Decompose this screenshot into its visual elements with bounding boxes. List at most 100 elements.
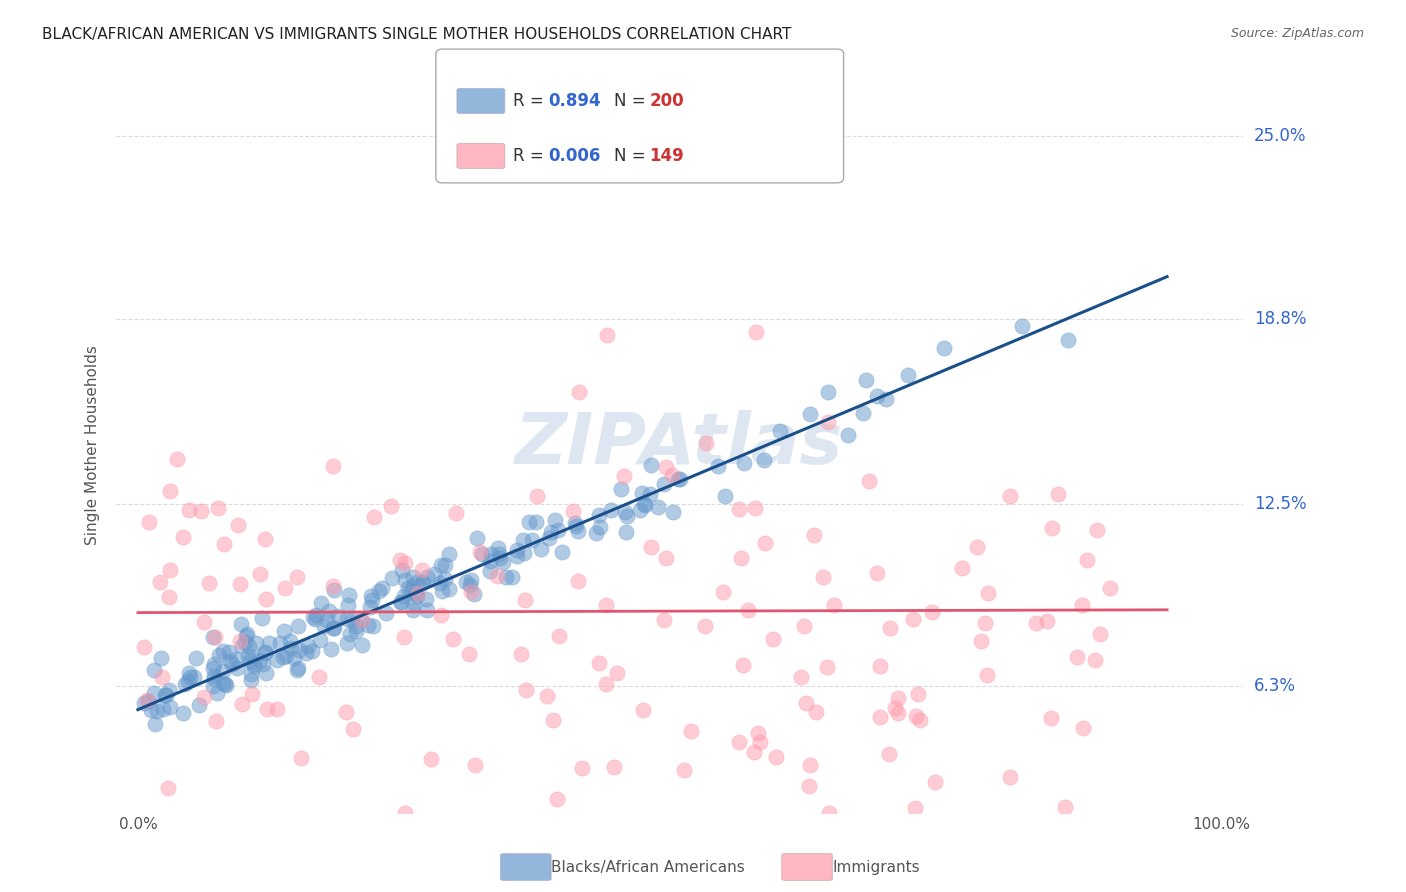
Text: 200: 200	[650, 92, 685, 110]
Point	[402, 596, 425, 610]
Point	[231, 698, 253, 712]
Point	[190, 504, 212, 518]
Point	[1053, 800, 1076, 814]
Point	[536, 689, 558, 703]
Point	[342, 723, 364, 737]
Point	[903, 801, 925, 815]
Point	[463, 587, 485, 601]
Point	[249, 567, 271, 582]
Point	[471, 547, 494, 561]
Point	[762, 632, 785, 647]
Point	[551, 545, 574, 559]
Point	[672, 763, 695, 777]
Point	[142, 686, 165, 700]
Point	[143, 663, 166, 677]
Point	[243, 657, 266, 671]
Point	[630, 503, 652, 517]
Point	[389, 595, 412, 609]
Point	[879, 622, 901, 636]
Point	[631, 486, 654, 500]
Point	[335, 706, 357, 720]
Point	[172, 530, 194, 544]
Point	[309, 596, 332, 610]
Point	[823, 598, 845, 612]
Point	[481, 548, 503, 562]
Point	[887, 691, 910, 706]
Point	[907, 687, 929, 701]
Point	[707, 458, 730, 473]
Point	[486, 569, 509, 583]
Text: 149: 149	[650, 147, 685, 165]
Point	[157, 780, 180, 795]
Point	[1057, 333, 1080, 347]
Point	[711, 585, 734, 599]
Point	[394, 573, 416, 587]
Point	[544, 512, 567, 526]
Point	[966, 541, 988, 555]
Point	[250, 610, 273, 624]
Point	[733, 657, 755, 672]
Point	[152, 702, 174, 716]
Point	[669, 472, 692, 486]
Point	[1070, 599, 1092, 613]
Point	[316, 613, 339, 627]
Point	[288, 643, 311, 657]
Point	[415, 591, 437, 606]
Point	[489, 550, 512, 565]
Text: Immigrants: Immigrants	[832, 860, 920, 874]
Point	[239, 649, 262, 664]
Point	[153, 688, 176, 702]
Point	[752, 452, 775, 467]
Point	[211, 644, 233, 658]
Text: 12.5%: 12.5%	[1254, 495, 1306, 513]
Point	[1088, 626, 1111, 640]
Point	[478, 554, 501, 568]
Point	[603, 759, 626, 773]
Point	[921, 605, 943, 619]
Point	[524, 515, 547, 529]
Point	[359, 599, 381, 614]
Point	[799, 758, 821, 772]
Point	[278, 634, 301, 648]
Text: BLACK/AFRICAN AMERICAN VS IMMIGRANTS SINGLE MOTHER HOUSEHOLDS CORRELATION CHART: BLACK/AFRICAN AMERICAN VS IMMIGRANTS SIN…	[42, 27, 792, 42]
Point	[1011, 319, 1033, 334]
Point	[439, 582, 461, 596]
Point	[595, 598, 617, 612]
Point	[302, 609, 325, 624]
Point	[405, 575, 427, 590]
Point	[344, 624, 367, 638]
Text: R =: R =	[513, 92, 550, 110]
Point	[394, 556, 416, 570]
Point	[423, 567, 446, 582]
Point	[205, 714, 228, 729]
Point	[488, 548, 510, 562]
Text: N =: N =	[614, 92, 651, 110]
Point	[177, 666, 200, 681]
Point	[609, 482, 631, 496]
Point	[253, 532, 276, 546]
Point	[567, 574, 589, 589]
Point	[273, 650, 295, 665]
Point	[212, 676, 235, 690]
Point	[219, 655, 242, 669]
Point	[326, 608, 349, 623]
Point	[512, 533, 534, 547]
Point	[742, 745, 765, 759]
Point	[361, 593, 384, 607]
Point	[1071, 721, 1094, 735]
Text: N =: N =	[614, 147, 651, 165]
Point	[394, 631, 416, 645]
Point	[817, 385, 839, 400]
Point	[749, 735, 772, 749]
Point	[252, 657, 274, 671]
Point	[233, 634, 256, 648]
Point	[249, 653, 271, 667]
Point	[661, 468, 683, 483]
Point	[172, 706, 194, 720]
Point	[444, 506, 467, 520]
Point	[226, 517, 249, 532]
Point	[314, 618, 336, 632]
Point	[204, 630, 226, 644]
Point	[754, 535, 776, 549]
Point	[765, 750, 787, 764]
